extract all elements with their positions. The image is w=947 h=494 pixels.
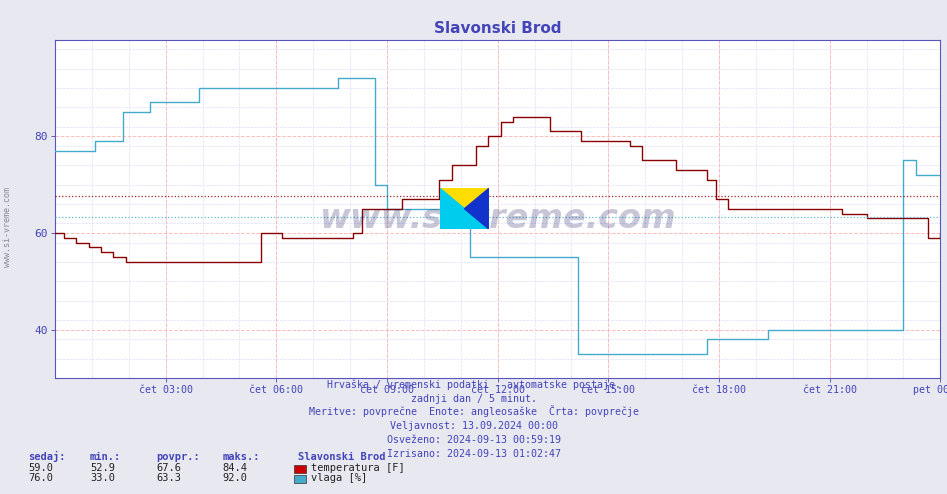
Text: zadnji dan / 5 minut.: zadnji dan / 5 minut. xyxy=(410,394,537,404)
Text: maks.:: maks.: xyxy=(223,453,260,462)
Text: 59.0: 59.0 xyxy=(28,463,53,473)
Text: Hrvaška / vremenski podatki - avtomatske postaje.: Hrvaška / vremenski podatki - avtomatske… xyxy=(327,379,620,390)
Text: sedaj:: sedaj: xyxy=(28,452,66,462)
Text: min.:: min.: xyxy=(90,453,121,462)
Text: www.si-vreme.com: www.si-vreme.com xyxy=(3,187,12,267)
Text: 63.3: 63.3 xyxy=(156,473,181,483)
Text: Veljavnost: 13.09.2024 00:00: Veljavnost: 13.09.2024 00:00 xyxy=(389,421,558,431)
Text: Slavonski Brod: Slavonski Brod xyxy=(298,453,385,462)
Text: 67.6: 67.6 xyxy=(156,463,181,473)
Text: Osveženo: 2024-09-13 00:59:19: Osveženo: 2024-09-13 00:59:19 xyxy=(386,435,561,445)
Polygon shape xyxy=(440,188,489,229)
Text: 84.4: 84.4 xyxy=(223,463,247,473)
Polygon shape xyxy=(440,188,489,229)
Text: 33.0: 33.0 xyxy=(90,473,115,483)
Text: povpr.:: povpr.: xyxy=(156,453,200,462)
Text: 52.9: 52.9 xyxy=(90,463,115,473)
Text: www.si-vreme.com: www.si-vreme.com xyxy=(319,203,676,235)
Text: temperatura [F]: temperatura [F] xyxy=(311,463,404,473)
Title: Slavonski Brod: Slavonski Brod xyxy=(434,21,562,36)
Text: Izrisano: 2024-09-13 01:02:47: Izrisano: 2024-09-13 01:02:47 xyxy=(386,449,561,459)
Text: 92.0: 92.0 xyxy=(223,473,247,483)
Text: Meritve: povprečne  Enote: angleosaške  Črta: povprečje: Meritve: povprečne Enote: angleosaške Čr… xyxy=(309,406,638,417)
Polygon shape xyxy=(464,188,489,229)
Text: 76.0: 76.0 xyxy=(28,473,53,483)
Text: vlaga [%]: vlaga [%] xyxy=(311,473,366,483)
